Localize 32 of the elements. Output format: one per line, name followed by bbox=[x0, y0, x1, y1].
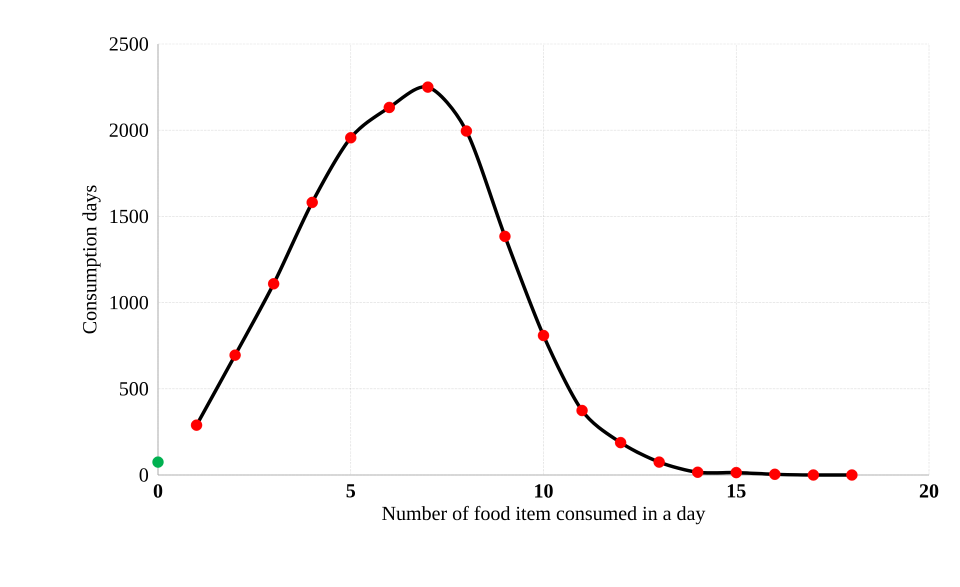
point bbox=[384, 102, 396, 114]
point bbox=[306, 196, 318, 208]
point bbox=[229, 349, 241, 361]
point bbox=[460, 125, 472, 137]
x-axis-title: Number of food item consumed in a day bbox=[382, 506, 706, 524]
point bbox=[692, 466, 704, 478]
x-tick-label: 0 bbox=[154, 484, 162, 498]
x-tick-label: 5 bbox=[346, 484, 356, 498]
y-tick-label: 500 bbox=[120, 382, 148, 396]
point bbox=[730, 466, 742, 478]
x-tick-label: 10 bbox=[535, 484, 553, 498]
point bbox=[152, 456, 164, 468]
point bbox=[345, 132, 356, 144]
point bbox=[190, 419, 202, 431]
point bbox=[769, 468, 781, 480]
x-tick-label: 20 bbox=[920, 484, 938, 498]
point bbox=[499, 230, 511, 242]
y-tick-label: 1500 bbox=[110, 210, 148, 224]
x-tick-label: 15 bbox=[728, 484, 746, 498]
y-tick-label: 0 bbox=[140, 468, 148, 482]
point bbox=[614, 436, 626, 448]
point bbox=[538, 330, 550, 342]
y-axis-title: Consumption days bbox=[82, 186, 101, 334]
point bbox=[846, 469, 858, 481]
point bbox=[808, 469, 820, 481]
y-tick-label: 2500 bbox=[110, 37, 148, 51]
point bbox=[422, 81, 434, 93]
point bbox=[653, 456, 665, 468]
point bbox=[268, 278, 280, 290]
y-tick-label: 2000 bbox=[110, 123, 148, 137]
point bbox=[576, 404, 588, 416]
y-tick-label: 1000 bbox=[110, 296, 148, 310]
